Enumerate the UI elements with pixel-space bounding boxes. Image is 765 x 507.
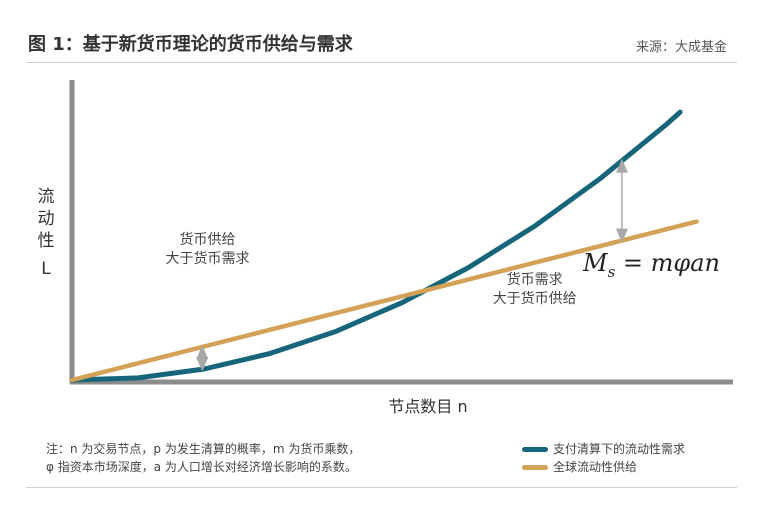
gap-arrow-head-up: [196, 344, 209, 359]
legend-label-supply: 全球流动性供给: [553, 460, 638, 474]
formula-subscript: s: [608, 263, 616, 281]
legend-label-demand: 支付清算下的流动性需求: [553, 442, 686, 456]
gap-arrow-left: [196, 344, 209, 372]
y-axis-label-char: 流: [38, 187, 55, 207]
y-axis-label: 流 动 性 L: [38, 187, 55, 279]
legend-swatch-supply: [522, 464, 548, 470]
bottom-divider: [26, 487, 737, 488]
region-annotation: 大于货币需求: [166, 250, 250, 267]
source-label: 来源：大成基金: [635, 40, 727, 55]
gap-arrow-head-up: [615, 158, 628, 173]
legend-swatch-demand: [522, 446, 548, 452]
formula-rhs: = mφan: [615, 249, 720, 277]
supply-formula: Ms = mφan: [582, 249, 720, 281]
y-axis-label-char: 性: [38, 231, 55, 251]
footnote-line-1: 注：n 为交易节点，p 为发生清算的概率，m 为货币乘数，: [46, 442, 361, 456]
top-divider: [26, 62, 737, 63]
legend-item-supply: 全球流动性供给: [522, 458, 685, 476]
legend-item-demand: 支付清算下的流动性需求: [522, 440, 685, 458]
region-annotation: 大于货币供给: [493, 290, 577, 307]
legend: 支付清算下的流动性需求 全球流动性供给: [522, 440, 685, 476]
footnote: 注：n 为交易节点，p 为发生清算的概率，m 为货币乘数， φ 指资本市场深度，…: [46, 440, 360, 476]
gap-arrow-head-down: [196, 357, 209, 372]
footnote-line-2: φ 指资本市场深度，a 为人口增长对经济增长影响的系数。: [46, 460, 357, 474]
region-annotation: 货币需求: [507, 271, 563, 288]
y-axis-label-char: L: [41, 259, 51, 279]
gap-arrow-head-down: [615, 228, 628, 243]
chart-title: 图 1：基于新货币理论的货币供给与需求: [28, 34, 353, 55]
x-axis-label: 节点数目 n: [388, 397, 467, 416]
gap-arrow-right: [615, 158, 628, 243]
series-line-supply: [69, 219, 699, 383]
y-axis-label-char: 动: [38, 209, 55, 229]
series-line-demand: [69, 109, 683, 383]
region-annotation: 货币供给: [180, 231, 236, 248]
formula-main: M: [582, 249, 609, 277]
